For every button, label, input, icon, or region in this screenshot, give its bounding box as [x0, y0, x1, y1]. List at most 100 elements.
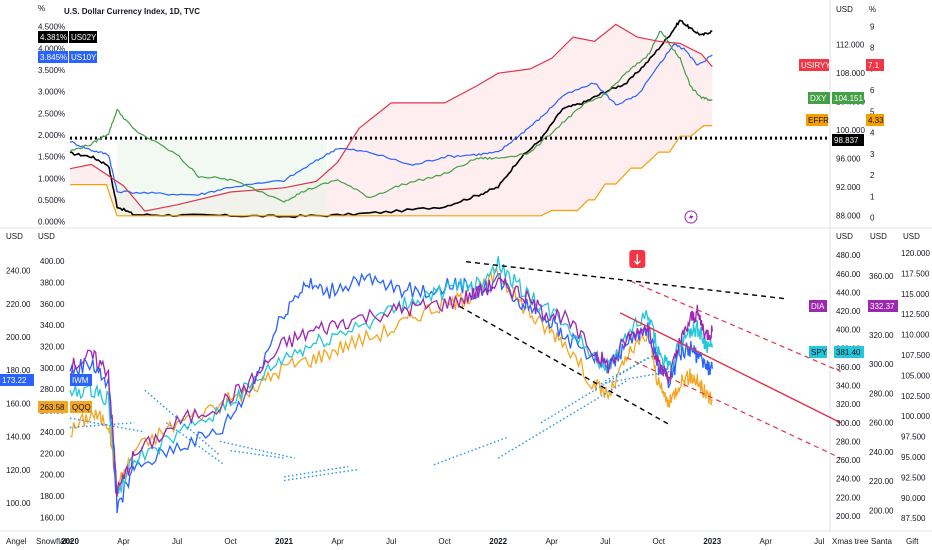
dxy-name-label: DXY — [808, 92, 830, 104]
iwm-name-label-box — [70, 374, 92, 386]
bottom-qqq_r-tick-label: 300.00 — [869, 360, 894, 369]
x-tick-label: 2022 — [489, 537, 507, 546]
bottom-left-unit-1: USD — [6, 232, 23, 241]
bottom-qqq_r-tick-label: 220.00 — [869, 477, 894, 486]
rate-gap-area — [117, 139, 327, 216]
bottom-spy-tick-label: 320.00 — [836, 400, 861, 409]
x-tick-label: Jul — [600, 537, 610, 546]
bottom-iwm-tick-label: 160.00 — [6, 399, 31, 408]
bottom-qqq_r-tick-label: 200.00 — [869, 506, 894, 515]
spy-price-label-text: 381.40 — [836, 348, 861, 357]
bottom-label-snowflake[interactable]: Snowflake — [36, 537, 73, 546]
bottom-qqq-tick-label: 320.00 — [40, 342, 65, 351]
bottom-qqq-tick-label: 400.00 — [40, 257, 65, 266]
bottom-dia-tick-label: 95.000 — [901, 453, 926, 462]
bottom-label-angel[interactable]: Angel — [6, 537, 27, 546]
top-right-tick-label: 96.000 — [836, 154, 861, 163]
us10y-price-label: 3.845% — [38, 51, 68, 63]
dotted-projection-line — [283, 465, 349, 478]
bottom-label-santa[interactable]: Santa — [871, 537, 892, 546]
reference-price-label-text: 98.837 — [834, 136, 859, 145]
us10y-price-label-box — [38, 51, 68, 63]
series-line-qqq — [69, 266, 713, 493]
qqq-name-label-text: QQQ — [72, 403, 91, 412]
top-right2-tick-label: 2 — [870, 171, 875, 180]
bottom-iwm-tick-label: 120.00 — [6, 466, 31, 475]
usiryy-name-label-text: USIRYY — [801, 61, 831, 70]
usiryy-name-label-box — [799, 59, 829, 71]
chart-title: U.S. Dollar Currency Index, 1D, TVC — [64, 7, 200, 16]
top-left-tick-label: 3.000% — [38, 88, 65, 97]
us02y-price-label-text: 4.381% — [40, 33, 67, 42]
top-left-tick-label: 4.000% — [38, 44, 65, 53]
x-tick-label: 2023 — [703, 537, 721, 546]
bottom-qqq-tick-label: 160.00 — [40, 513, 65, 522]
us02y-price-label: 4.381% — [38, 31, 68, 43]
top-right2-unit: % — [869, 5, 876, 14]
bottom-spy-tick-label: 220.00 — [836, 493, 861, 502]
x-tick-label: 2021 — [275, 537, 293, 546]
top-right2-tick-label: 1 — [870, 192, 875, 201]
top-left-tick-label: 2.500% — [38, 109, 65, 118]
bottom-dia-tick-label: 87.500 — [901, 514, 926, 523]
bottom-qqq-tick-label: 280.00 — [40, 385, 65, 394]
bottom-qqq_r-tick-label: 360.00 — [869, 272, 894, 281]
top-right2-tick-label: 3 — [870, 150, 875, 159]
lightning-bolt-glyph — [689, 213, 694, 221]
reference-price-label: 98.837 — [832, 134, 864, 146]
dia-name-label-box — [809, 300, 827, 312]
dotted-projection-line — [497, 380, 627, 459]
x-tick-label: Apr — [545, 537, 558, 546]
bottom-spy-tick-label: 360.00 — [836, 363, 861, 372]
top-right-tick-label: 92.000 — [836, 183, 861, 192]
dotted-projection-line — [69, 417, 146, 433]
bottom-qqq-tick-label: 180.00 — [40, 492, 65, 501]
bottom-spy-tick-label: 480.00 — [836, 251, 861, 260]
spy-name-label-box — [809, 346, 827, 358]
bottom-spy-tick-label: 240.00 — [836, 475, 861, 484]
series-line-dia — [69, 276, 713, 497]
dotted-projection-line — [144, 389, 221, 456]
spy-price-label-box — [834, 346, 864, 358]
x-tick-label: Oct — [224, 537, 237, 546]
top-right2-tick-label: 6 — [870, 86, 875, 95]
top-left-tick-label: 3.500% — [38, 66, 65, 75]
effr-price-label-box — [866, 114, 884, 126]
bottom-qqq-tick-label: 220.00 — [40, 449, 65, 458]
usiryy-name-label: USIRYY — [799, 59, 831, 71]
bottom-dia-tick-label: 107.500 — [901, 351, 930, 360]
top-right2-tick-label: 8 — [870, 44, 875, 53]
bottom-label-gift[interactable]: Gift — [906, 537, 919, 546]
bottom-spy-tick-label: 260.00 — [836, 456, 861, 465]
channel-upper-line — [630, 280, 841, 373]
series-line-us02y — [69, 19, 713, 219]
dotted-projection-line — [69, 422, 135, 429]
bottom-qqq_r-tick-label: 260.00 — [869, 419, 894, 428]
bottom-qqq_r-tick-label: 240.00 — [869, 448, 894, 457]
top-right-tick-label: 108.000 — [836, 69, 865, 78]
bottom-spy-tick-label: 460.00 — [836, 270, 861, 279]
bottom-label-xmas-tree[interactable]: Xmas tree — [832, 537, 869, 546]
bottom-right-unit-1: USD — [836, 232, 853, 241]
series-line-usiryy — [69, 23, 713, 212]
bottom-qqq-tick-label: 300.00 — [40, 364, 65, 373]
axes: 2020 Apr Jul Oct 2021 Apr Jul Oct 2022 Apr Jul Oct 2… — [6, 22, 930, 546]
bottom-dia-tick-label: 110.000 — [901, 331, 930, 340]
bottom-qqq-tick-label: 200.00 — [40, 471, 65, 480]
bottom-spy-tick-label: 400.00 — [836, 326, 861, 335]
qqq-price-label-text: 263.58 — [40, 403, 65, 412]
top-left-tick-label: 1.000% — [38, 174, 65, 183]
reference-price-label-box — [832, 134, 864, 146]
top-left-tick-label: 2.000% — [38, 131, 65, 140]
x-tick-label: Jul — [172, 537, 182, 546]
wedge-lower-trendline — [459, 305, 670, 426]
inflation-spread-area — [70, 24, 713, 216]
bottom-iwm-tick-label: 140.00 — [6, 433, 31, 442]
dia-name-label: DIA — [809, 300, 827, 312]
bottom-qqq-tick-label: 240.00 — [40, 428, 65, 437]
bottom-spy-tick-label: 340.00 — [836, 382, 861, 391]
series-line-us10y — [69, 43, 713, 196]
bottom-dia-tick-label: 105.000 — [901, 371, 930, 380]
dia-price-label: 332.37 — [868, 300, 898, 312]
